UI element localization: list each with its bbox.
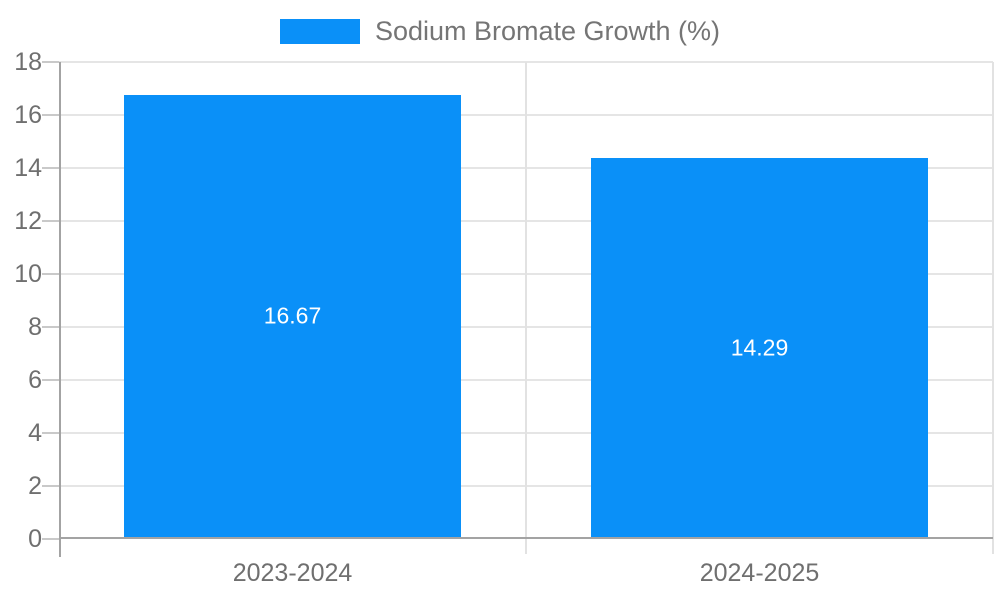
legend-label: Sodium Bromate Growth (%) [374,16,721,46]
category-divider [992,62,994,554]
y-tick-label: 0 [28,525,42,553]
y-tick-label: 10 [14,260,42,288]
y-tick-mark [42,273,59,275]
y-tick-mark [42,167,59,169]
y-tick-mark [42,326,59,328]
y-tick-mark [42,538,59,540]
bar-value-label: 14.29 [730,334,789,361]
y-tick-label: 4 [28,419,42,447]
y-tick-mark [42,114,59,116]
y-tick-mark [42,432,59,434]
x-tick-label: 2024-2025 [699,559,820,587]
category-divider [525,62,527,554]
bar: 14.29 [591,158,928,537]
bar-value-label: 16.67 [263,302,322,329]
legend-swatch [279,19,360,44]
bar: 16.67 [124,95,461,537]
y-tick-label: 18 [14,48,42,76]
y-axis-line [59,62,61,557]
y-tick-label: 6 [28,366,42,394]
y-tick-label: 8 [28,313,42,341]
x-tick-label: 2023-2024 [232,559,353,587]
y-tick-mark [42,379,59,381]
y-tick-mark [42,485,59,487]
y-tick-mark [42,61,59,63]
x-axis-baseline [59,537,993,539]
y-tick-label: 12 [14,207,42,235]
y-tick-label: 14 [14,154,42,182]
y-tick-mark [42,220,59,222]
y-tick-label: 16 [14,101,42,129]
y-tick-label: 2 [28,472,42,500]
legend: Sodium Bromate Growth (%) [0,16,1000,47]
plot-area: 0 2 4 6 8 10 12 14 16 18 16.67 2023-2024 14.29 2024-2… [14,48,994,587]
